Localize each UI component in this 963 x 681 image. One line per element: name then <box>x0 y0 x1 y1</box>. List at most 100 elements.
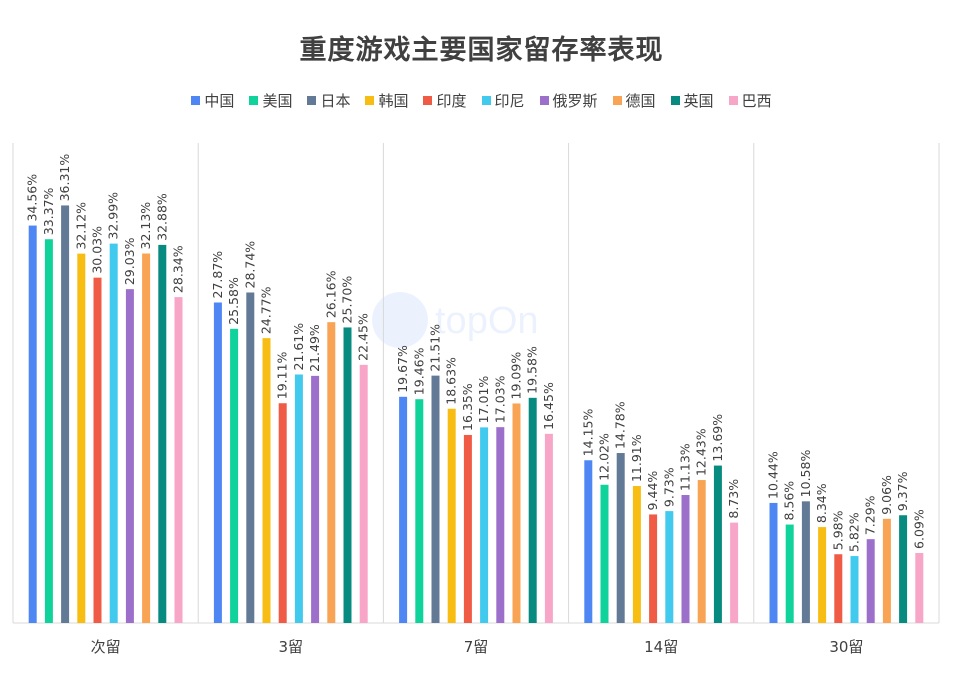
x-tick-label: 次留 <box>91 638 121 656</box>
bar <box>359 364 368 623</box>
bar <box>818 527 827 623</box>
bar <box>584 460 593 623</box>
data-label: 11.91% <box>629 434 644 482</box>
data-label: 32.12% <box>73 202 88 250</box>
legend-label: 英国 <box>683 92 714 110</box>
data-label: 19.11% <box>275 351 290 399</box>
legend: 中国 美国 日本 韩国 印度 印尼 俄罗斯 德国 英国 巴西 <box>0 90 963 111</box>
legend-item: 美国 <box>249 90 292 111</box>
bar <box>61 205 70 623</box>
data-label: 19.67% <box>395 345 410 393</box>
bar <box>528 397 537 623</box>
legend-swatch <box>365 96 375 105</box>
legend-swatch <box>307 96 317 105</box>
data-label: 12.02% <box>597 433 612 481</box>
data-label: 32.13% <box>138 202 153 250</box>
data-label: 5.98% <box>830 510 845 550</box>
bar <box>496 427 505 623</box>
bar <box>174 297 183 623</box>
bar <box>399 396 408 623</box>
bar <box>866 539 875 623</box>
data-label: 30.03% <box>90 226 105 274</box>
legend-item: 日本 <box>307 90 350 111</box>
data-label: 7.29% <box>863 495 878 535</box>
watermark-logo: topOn <box>372 292 539 348</box>
legend-item: 印尼 <box>481 90 525 111</box>
data-label: 9.06% <box>879 475 894 515</box>
bar <box>681 495 690 623</box>
x-tick-label: 30留 <box>829 638 863 656</box>
bar <box>915 552 924 623</box>
bar <box>697 480 706 623</box>
bar <box>262 338 271 623</box>
data-label: 24.77% <box>259 286 274 334</box>
bar <box>158 244 167 623</box>
legend-label: 印度 <box>436 92 467 110</box>
bar <box>311 375 320 623</box>
legend-label: 印尼 <box>494 92 525 110</box>
data-label: 21.61% <box>291 323 306 371</box>
bar <box>785 524 794 623</box>
data-label: 21.51% <box>428 324 443 372</box>
bar <box>834 554 843 623</box>
bar <box>447 408 456 623</box>
legend-swatch <box>612 96 622 105</box>
data-label: 19.46% <box>411 347 426 395</box>
legend-swatch <box>191 96 201 105</box>
data-label: 32.88% <box>154 193 169 241</box>
bar <box>246 292 255 623</box>
bar <box>125 289 134 623</box>
data-label: 29.03% <box>122 237 137 285</box>
data-label: 8.34% <box>814 483 829 523</box>
legend-swatch <box>539 96 549 105</box>
data-label: 12.43% <box>694 428 709 476</box>
bar <box>294 374 303 623</box>
legend-swatch <box>249 96 259 105</box>
bar <box>600 484 609 623</box>
data-label: 27.87% <box>210 251 225 299</box>
legend-item: 俄罗斯 <box>539 90 598 111</box>
data-label: 8.56% <box>782 481 797 521</box>
legend-label: 德国 <box>625 92 656 110</box>
data-label: 10.44% <box>766 451 781 499</box>
legend-label: 日本 <box>320 92 351 110</box>
svg-text:topOn: topOn <box>435 300 539 342</box>
data-label: 5.82% <box>847 512 862 552</box>
legend-item: 韩国 <box>365 90 408 111</box>
bar <box>109 243 118 624</box>
chart-title: 重度游戏主要国家留存率表现 <box>299 35 664 66</box>
x-tick-label: 7留 <box>464 638 489 656</box>
legend-item: 德国 <box>612 90 656 111</box>
data-label: 13.69% <box>710 414 725 462</box>
legend-swatch <box>481 96 491 105</box>
bar <box>431 375 440 623</box>
bar <box>899 515 908 623</box>
bar <box>213 302 222 623</box>
legend-swatch <box>728 96 738 105</box>
data-label: 6.09% <box>911 509 926 549</box>
data-label: 17.03% <box>492 375 507 423</box>
bar <box>713 465 722 623</box>
bar <box>730 522 739 623</box>
legend-swatch <box>423 96 433 105</box>
legend-label: 巴西 <box>741 92 772 110</box>
bar <box>415 399 424 623</box>
bar <box>801 501 810 623</box>
bar <box>463 434 472 623</box>
x-tick-label: 14留 <box>644 638 678 656</box>
data-label: 22.45% <box>356 313 371 361</box>
data-label: 16.35% <box>460 383 475 431</box>
bar <box>769 502 778 623</box>
data-label: 28.34% <box>171 245 186 293</box>
bar <box>665 511 674 623</box>
data-label: 9.37% <box>895 471 910 511</box>
legend-label: 美国 <box>262 92 293 110</box>
bar <box>480 427 489 623</box>
bar <box>230 328 239 623</box>
data-label: 21.49% <box>307 324 322 372</box>
bar <box>93 277 102 623</box>
data-label: 34.56% <box>25 174 40 222</box>
bar <box>142 253 151 623</box>
data-label: 16.45% <box>541 382 556 430</box>
